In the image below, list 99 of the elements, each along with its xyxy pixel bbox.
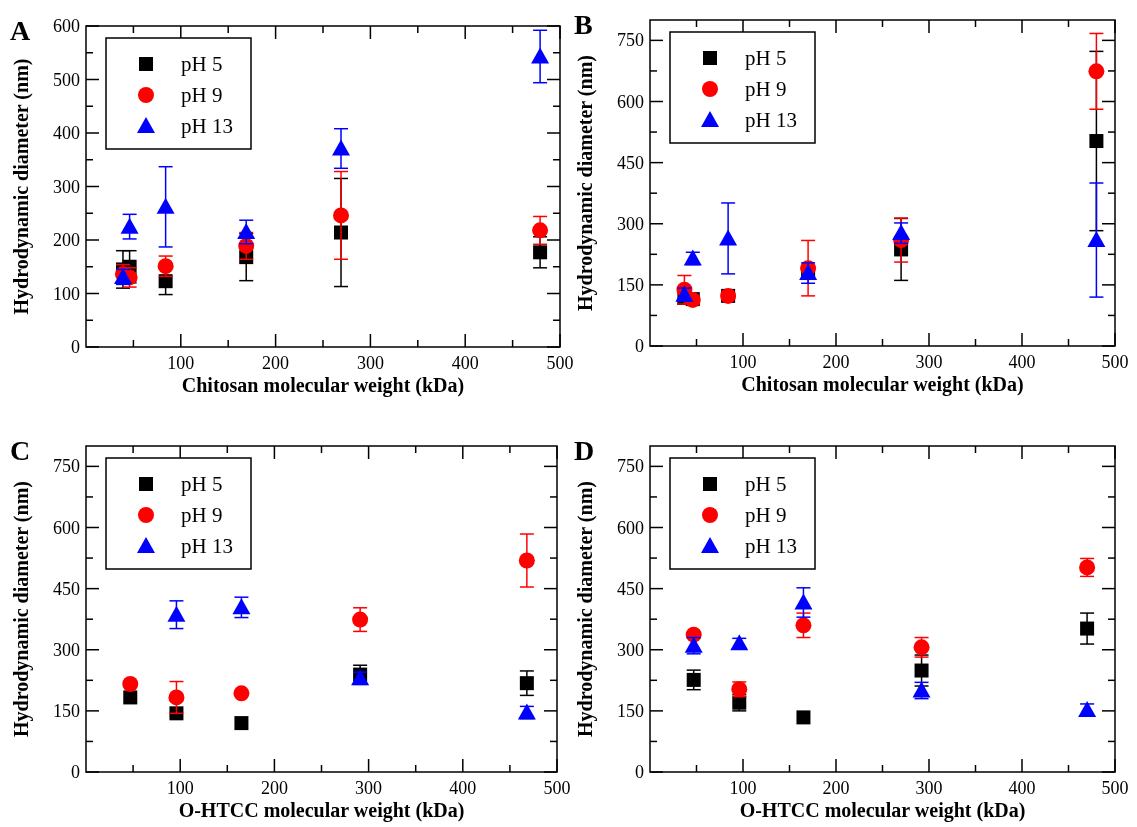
- point: [531, 47, 550, 64]
- x-tick-label: 300: [915, 352, 943, 372]
- x-tick-label: 500: [1101, 352, 1129, 372]
- y-tick-label: 750: [617, 456, 644, 477]
- point: [233, 685, 250, 702]
- y-axis-title: Hydrodynamic diameter (nm): [10, 58, 33, 315]
- y-tick-label: 750: [617, 30, 644, 51]
- y-tick-label: 150: [617, 700, 644, 721]
- x-axis-title: O-HTCC molecular weight (kDa): [739, 799, 1026, 822]
- x-tick-label: 100: [166, 778, 194, 798]
- y-tick-label: 0: [635, 336, 644, 356]
- y-tick-label: 0: [71, 337, 80, 357]
- point: [352, 611, 369, 628]
- point: [914, 663, 929, 678]
- x-tick-label: 200: [260, 778, 288, 798]
- legend-label: pH 13: [181, 534, 233, 558]
- x-tick-label: 200: [822, 352, 850, 372]
- legend-label: pH 5: [745, 472, 787, 496]
- point: [533, 245, 548, 260]
- y-tick-label: 150: [53, 700, 80, 721]
- x-tick-label: 400: [1008, 352, 1036, 372]
- x-tick-label: 400: [449, 778, 477, 798]
- point: [1078, 701, 1097, 718]
- x-tick-label: 300: [915, 778, 943, 798]
- x-tick-label: 300: [355, 778, 383, 798]
- point: [234, 716, 249, 731]
- y-tick-label: 750: [53, 456, 80, 477]
- y-tick-label: 600: [53, 16, 80, 36]
- point: [719, 229, 738, 246]
- y-tick-label: 600: [53, 517, 80, 538]
- x-tick-label: 200: [262, 353, 290, 373]
- y-tick-label: 150: [617, 274, 644, 295]
- y-tick-label: 500: [53, 69, 80, 90]
- x-tick-label: 500: [543, 778, 571, 798]
- y-tick-label: 300: [53, 176, 80, 197]
- x-axis-title: Chitosan molecular weight (kDa): [741, 373, 1024, 396]
- legend-label: pH 13: [745, 108, 797, 132]
- x-tick-label: 500: [1101, 778, 1129, 798]
- point: [168, 689, 185, 706]
- y-tick-label: 200: [53, 230, 80, 250]
- chart-title: B: [574, 9, 593, 40]
- point: [794, 593, 813, 610]
- legend-label: pH 13: [181, 114, 233, 138]
- legend-label: pH 13: [745, 534, 797, 558]
- legend-label: pH 9: [181, 503, 223, 527]
- y-tick-label: 600: [617, 91, 644, 112]
- point: [232, 598, 251, 615]
- y-tick-label: 0: [71, 762, 80, 782]
- point: [120, 217, 139, 234]
- x-tick-label: 400: [451, 353, 479, 373]
- point: [123, 690, 138, 705]
- y-axis-title: Hydrodynamic diameter (nm): [574, 55, 597, 311]
- point: [892, 224, 911, 241]
- x-tick-label: 400: [1008, 778, 1036, 798]
- legend-label: pH 5: [181, 52, 223, 76]
- point: [158, 274, 173, 289]
- legend-label: pH 5: [181, 472, 223, 496]
- y-tick-label: 450: [617, 152, 644, 173]
- point: [1080, 621, 1095, 636]
- x-tick-label: 100: [729, 778, 757, 798]
- y-tick-label: 300: [617, 639, 644, 660]
- x-axis-title: O-HTCC molecular weight (kDa): [178, 799, 465, 822]
- point: [333, 207, 350, 224]
- point: [795, 617, 812, 634]
- x-tick-label: 300: [356, 353, 384, 373]
- legend-label: pH 9: [181, 83, 223, 107]
- y-axis-title: Hydrodynamic diameter (nm): [574, 481, 597, 737]
- y-tick-label: 300: [53, 639, 80, 660]
- y-tick-label: 400: [53, 123, 80, 143]
- point: [796, 710, 811, 725]
- y-tick-label: 450: [53, 578, 80, 599]
- legend-label: pH 9: [745, 77, 787, 101]
- y-tick-label: 0: [635, 762, 644, 782]
- chart-title: D: [574, 435, 595, 466]
- point: [332, 139, 351, 156]
- x-tick-label: 100: [167, 353, 195, 373]
- point: [1087, 231, 1106, 248]
- point: [686, 672, 701, 687]
- legend-label: pH 5: [745, 46, 787, 70]
- y-axis-title: Hydrodynamic diameter (nm): [10, 481, 33, 737]
- y-tick-label: 450: [617, 578, 644, 599]
- x-tick-label: 500: [546, 353, 574, 373]
- point: [167, 605, 186, 622]
- point: [518, 552, 535, 569]
- point: [1089, 134, 1104, 149]
- point: [1088, 63, 1105, 80]
- x-tick-label: 200: [822, 778, 850, 798]
- y-tick-label: 100: [53, 283, 80, 304]
- chart-title: A: [10, 15, 31, 46]
- chart-title: C: [10, 435, 31, 466]
- point: [237, 222, 256, 239]
- point: [156, 197, 175, 214]
- x-axis-title: Chitosan molecular weight (kDa): [181, 374, 465, 397]
- y-tick-label: 600: [617, 517, 644, 538]
- y-tick-label: 300: [617, 213, 644, 234]
- point: [519, 676, 534, 691]
- point: [122, 675, 139, 692]
- x-tick-label: 100: [729, 352, 757, 372]
- legend-label: pH 9: [745, 503, 787, 527]
